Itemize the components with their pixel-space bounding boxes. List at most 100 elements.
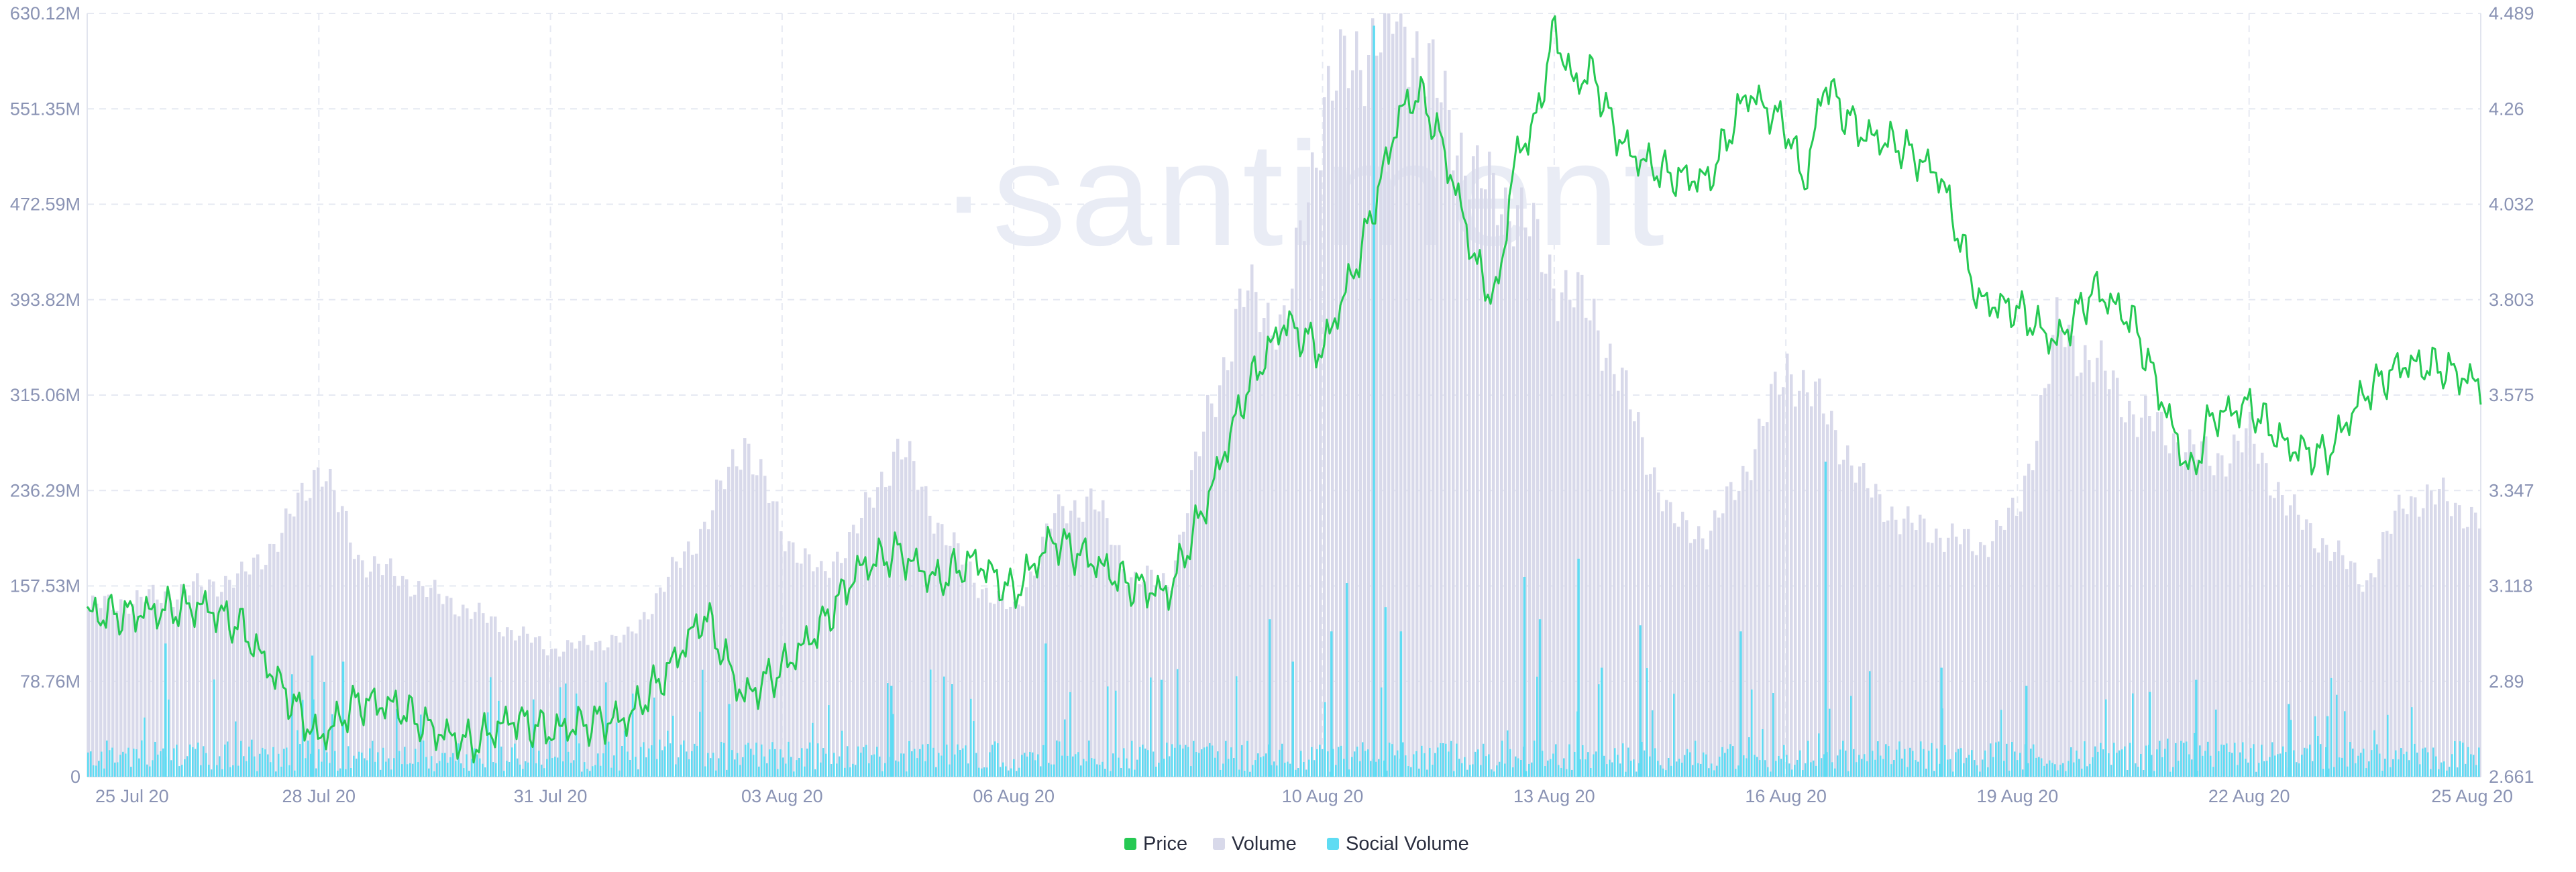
volume-bar <box>2466 527 2469 777</box>
social-volume-bar <box>1593 754 1595 777</box>
social-volume-bar <box>1654 748 1656 777</box>
social-volume-bar <box>1756 757 1758 777</box>
volume-bar <box>200 586 203 777</box>
social-volume-bar <box>2076 750 2078 777</box>
volume-bar <box>2281 495 2284 777</box>
volume-bar <box>723 489 727 777</box>
social-volume-bar <box>254 756 256 777</box>
social-volume-bar <box>1458 759 1460 777</box>
social-volume-bar <box>1864 754 1866 777</box>
volume-bar <box>1854 482 1858 777</box>
social-volume-bar <box>667 730 669 777</box>
social-volume-bar <box>2094 746 2096 777</box>
social-volume-bar <box>1644 750 1646 777</box>
social-volume-bar <box>2199 745 2201 777</box>
social-volume-bar <box>1563 758 1565 777</box>
social-volume-bar <box>1241 745 1243 777</box>
social-volume-bar <box>621 746 623 777</box>
social-volume-spike <box>1639 625 1642 777</box>
social-volume-bar <box>2022 769 2024 777</box>
social-volume-bar <box>1308 759 1310 777</box>
social-volume-bar <box>2145 745 2147 777</box>
social-volume-bar <box>1222 763 1224 777</box>
social-volume-bar <box>551 758 553 777</box>
social-volume-bar <box>2285 752 2287 777</box>
volume-bar <box>1645 474 1648 777</box>
social-volume-bar <box>978 767 980 777</box>
social-volume-bar <box>2207 741 2209 777</box>
volume-bar <box>1327 66 1330 777</box>
volume-bar <box>546 655 549 777</box>
social-volume-bar <box>1313 760 1316 777</box>
social-volume-bar <box>2414 743 2416 777</box>
social-volume-bar <box>712 753 714 777</box>
volume-bar <box>1476 145 1479 777</box>
social-volume-bar <box>431 756 433 777</box>
social-volume-bar <box>1877 741 1879 777</box>
volume-bar <box>1798 390 1801 777</box>
social-volume-bar <box>1947 759 1949 777</box>
social-volume-bar <box>2078 759 2080 777</box>
volume-bar <box>1496 225 1499 777</box>
volume-bar <box>1122 569 1125 777</box>
social-volume-bar <box>1874 759 1876 777</box>
social-volume-bar <box>1984 750 1986 777</box>
social-volume-bar <box>1112 753 1114 777</box>
social-volume-bar <box>1931 743 1933 777</box>
social-volume-bar <box>337 770 339 777</box>
social-volume-bar <box>168 699 170 777</box>
social-volume-bar <box>2164 749 2166 777</box>
social-volume-bar <box>1652 710 1654 777</box>
volume-bar <box>1810 406 1813 777</box>
volume-bar <box>864 492 867 777</box>
social-volume-bar <box>1772 693 1774 777</box>
volume-bar <box>904 457 908 777</box>
social-volume-bar <box>2360 753 2362 777</box>
volume-bar <box>1339 29 1342 777</box>
volume-bar <box>1778 394 1781 777</box>
social-volume-bar <box>1579 759 1581 777</box>
social-volume-bar <box>1912 751 1914 777</box>
social-volume-bar <box>1203 747 1205 777</box>
social-volume-bar <box>610 767 612 777</box>
social-volume-bar <box>2229 752 2231 777</box>
legend-item-volume[interactable]: Volume <box>1213 833 1297 855</box>
y-axis-left: 078.76M157.53M236.29M315.06M393.82M472.5… <box>10 3 80 787</box>
volume-bar <box>1025 587 1028 777</box>
volume-bar <box>482 613 485 777</box>
social-volume-bar <box>2011 742 2013 777</box>
volume-bar <box>1299 220 1302 777</box>
social-volume-bar <box>1201 749 1203 777</box>
legend[interactable]: Price Volume Social Volume <box>1124 833 1469 855</box>
social-volume-bar <box>1866 761 1868 777</box>
social-volume-bar <box>1509 749 1511 777</box>
social-volume-bar <box>1992 757 1994 777</box>
social-volume-bar <box>235 721 237 777</box>
social-volume-bar <box>1528 763 1530 777</box>
social-volume-bar <box>1442 743 1444 777</box>
social-volume-bar <box>605 682 607 777</box>
social-volume-bar <box>1837 755 1839 777</box>
social-volume-bar <box>2186 741 2188 777</box>
legend-item-social-volume[interactable]: Social Volume <box>1327 833 1469 855</box>
volume-bar <box>458 616 461 777</box>
volume-bar <box>1097 511 1101 777</box>
legend-item-price[interactable]: Price <box>1124 833 1187 855</box>
volume-bar <box>619 642 622 777</box>
social-volume-bar <box>1177 669 1179 777</box>
volume-bar <box>2470 506 2473 777</box>
social-volume-bar <box>2167 739 2169 777</box>
volume-bar <box>1927 542 1930 777</box>
volume-bar <box>1943 551 1946 777</box>
social-volume-bar <box>1144 748 1146 777</box>
social-volume-bar <box>887 683 889 777</box>
volume-bar <box>2076 376 2079 777</box>
legend-label: Volume <box>1232 833 1297 855</box>
social-volume-bar <box>830 764 833 777</box>
volume-bar <box>763 476 767 777</box>
volume-bar <box>1275 349 1278 777</box>
volume-bar <box>1351 70 1354 777</box>
volume-bar <box>1669 502 1672 777</box>
volume-bar <box>1697 526 1701 777</box>
y-left-tick-label: 630.12M <box>10 3 80 23</box>
